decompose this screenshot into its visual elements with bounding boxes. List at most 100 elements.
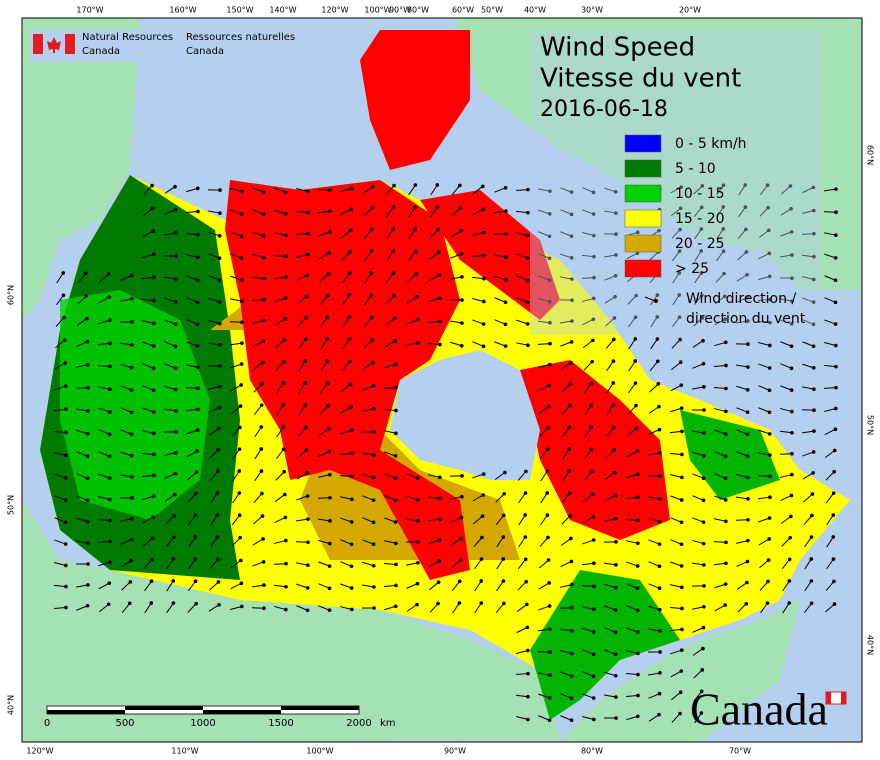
arrow-head	[129, 432, 134, 436]
arrow-head	[569, 696, 574, 701]
arrow-head	[194, 470, 199, 474]
arrow-head	[328, 495, 332, 500]
arrow-head	[480, 514, 485, 518]
arrow-shaft	[671, 339, 681, 349]
arrow-shaft	[208, 275, 220, 281]
arrow-head	[592, 275, 596, 280]
arrow-shaft	[53, 607, 67, 609]
arrow-head	[85, 519, 90, 524]
arrow-shaft	[625, 694, 639, 698]
arrow-shaft	[604, 495, 616, 501]
usa	[22, 500, 560, 742]
arrow-shaft	[164, 319, 176, 325]
arrow-head	[260, 381, 265, 386]
arrow-head	[679, 383, 684, 387]
arrow-shaft	[496, 558, 504, 570]
arrow-head	[569, 190, 574, 194]
arrow-head	[790, 430, 794, 435]
arrow-shaft	[537, 628, 551, 632]
arrow-head	[129, 410, 134, 415]
arrow-head	[261, 537, 265, 541]
arrow-shaft	[363, 207, 373, 217]
arrow-head	[371, 383, 376, 388]
arrow-head	[721, 227, 726, 231]
arrow-shaft	[692, 648, 704, 656]
arrow-head	[195, 428, 200, 432]
arrow-head	[64, 430, 68, 435]
arrow-head	[393, 520, 398, 524]
arrow-head	[568, 513, 573, 518]
arrow-head	[328, 519, 332, 523]
arrow-head	[262, 606, 266, 611]
arrow-shaft	[538, 209, 550, 215]
arrow-head	[325, 337, 330, 341]
arrow-shaft	[648, 714, 660, 722]
arrow-shaft	[142, 516, 154, 524]
arrow-head	[261, 560, 266, 564]
arrow-shaft	[274, 318, 286, 326]
arrow-head	[85, 339, 90, 344]
arrow-head	[107, 318, 112, 322]
arrow-shaft	[232, 492, 240, 504]
arrow-head	[437, 538, 442, 542]
arrow-shaft	[760, 602, 768, 614]
arrow-head	[612, 316, 617, 320]
arrow-head	[218, 384, 222, 389]
arrow-shaft	[604, 649, 616, 655]
arrow-shaft	[824, 341, 836, 347]
arrow-head	[152, 473, 156, 478]
arrow-head	[548, 189, 552, 193]
arrow-shaft	[362, 473, 374, 479]
arrow-shaft	[142, 407, 154, 413]
arrow-head	[325, 315, 330, 319]
arrow-head	[810, 492, 815, 496]
arrow-head	[237, 469, 242, 473]
arrow-head	[195, 186, 200, 191]
arrow-shaft	[802, 210, 814, 214]
arrow-shaft	[670, 407, 682, 413]
arrow-head	[658, 474, 662, 478]
arrow-head	[372, 585, 376, 589]
arrow-shaft	[77, 295, 87, 305]
arrow-head	[746, 319, 750, 323]
arrow-shaft	[780, 385, 792, 391]
arrow-shaft	[142, 253, 154, 259]
arrow-shaft	[540, 470, 548, 482]
arrow-head	[789, 344, 794, 349]
arrow-shaft	[779, 430, 793, 434]
latitude-label: 50°N	[866, 415, 875, 435]
arrow-shaft	[98, 561, 110, 567]
arrow-head	[349, 520, 354, 524]
arrow-shaft	[406, 319, 418, 325]
arrow-shaft	[142, 385, 154, 391]
arrow-head	[459, 536, 463, 541]
arrow-shaft	[758, 452, 770, 456]
arrow-shaft	[582, 649, 594, 655]
arrow-head	[327, 541, 332, 546]
arrow-shaft	[473, 537, 483, 547]
arrow-head	[108, 364, 112, 369]
arrow-shaft	[406, 495, 418, 501]
arrow-head	[724, 409, 728, 414]
arrow-head	[284, 275, 288, 279]
arrow-shaft	[671, 229, 681, 239]
arrow-shaft	[427, 518, 441, 522]
arrow-head	[547, 234, 552, 239]
arrow-head	[613, 630, 618, 635]
arrow-head	[438, 319, 442, 324]
arrow-head	[701, 453, 706, 458]
arrow-shaft	[76, 429, 88, 435]
arrow-head	[281, 403, 286, 407]
arrow-shaft	[539, 559, 549, 569]
arrow-shaft	[626, 252, 638, 260]
arrow-shaft	[144, 580, 152, 592]
arrow-shaft	[53, 584, 67, 588]
arrow-head	[414, 272, 419, 276]
arrow-shaft	[713, 386, 727, 390]
arrow-head	[238, 535, 242, 540]
arrow-shaft	[120, 363, 132, 369]
arrow-head	[349, 586, 354, 590]
arrow-head	[107, 560, 112, 565]
arrow-head	[570, 628, 574, 633]
arrow-head	[723, 603, 728, 607]
